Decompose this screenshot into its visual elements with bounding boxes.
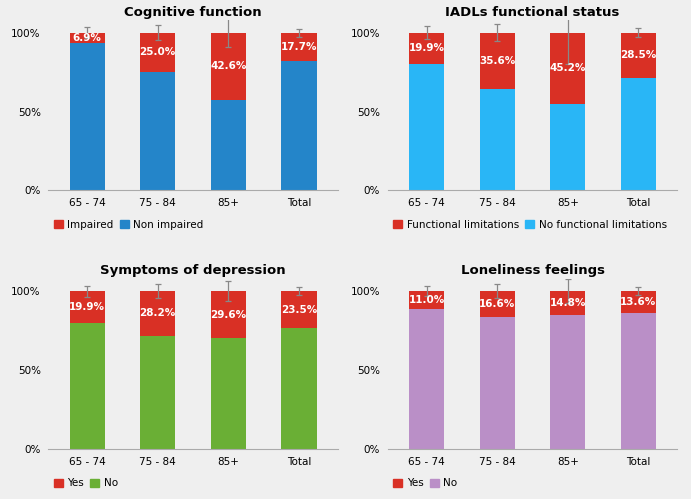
Bar bbox=[211, 100, 246, 191]
Bar bbox=[281, 291, 316, 328]
Bar bbox=[281, 60, 316, 191]
Bar bbox=[211, 338, 246, 449]
Bar bbox=[480, 32, 515, 89]
Text: 28.2%: 28.2% bbox=[140, 308, 176, 318]
Bar bbox=[621, 313, 656, 449]
Text: 16.6%: 16.6% bbox=[479, 299, 515, 309]
Bar bbox=[409, 308, 444, 449]
Text: 45.2%: 45.2% bbox=[549, 63, 586, 73]
Text: 28.5%: 28.5% bbox=[621, 50, 656, 60]
Bar bbox=[140, 291, 176, 336]
Bar bbox=[621, 77, 656, 191]
Bar bbox=[140, 72, 176, 191]
Text: 19.9%: 19.9% bbox=[408, 43, 445, 53]
Text: 14.8%: 14.8% bbox=[549, 298, 586, 308]
Bar bbox=[621, 291, 656, 313]
Bar bbox=[140, 336, 176, 449]
Bar bbox=[480, 89, 515, 191]
Bar bbox=[70, 323, 105, 449]
Title: Cognitive function: Cognitive function bbox=[124, 6, 262, 19]
Bar bbox=[281, 32, 316, 60]
Text: 23.5%: 23.5% bbox=[281, 305, 317, 315]
Text: 25.0%: 25.0% bbox=[140, 47, 176, 57]
Bar bbox=[211, 291, 246, 338]
Text: 29.6%: 29.6% bbox=[210, 309, 247, 319]
Bar bbox=[70, 43, 105, 191]
Legend: Yes, No: Yes, No bbox=[54, 478, 117, 488]
Title: Symptoms of depression: Symptoms of depression bbox=[100, 264, 286, 277]
Title: IADLs functional status: IADLs functional status bbox=[445, 6, 620, 19]
Bar bbox=[281, 328, 316, 449]
Bar bbox=[70, 32, 105, 43]
Bar bbox=[550, 291, 585, 314]
Bar bbox=[550, 32, 585, 104]
Text: 11.0%: 11.0% bbox=[408, 295, 445, 305]
Legend: Yes, No: Yes, No bbox=[393, 478, 457, 488]
Bar bbox=[550, 314, 585, 449]
Legend: Functional limitations, No functional limitations: Functional limitations, No functional li… bbox=[393, 220, 667, 230]
Text: 19.9%: 19.9% bbox=[69, 302, 105, 312]
Bar bbox=[211, 32, 246, 100]
Bar bbox=[409, 32, 444, 64]
Bar bbox=[70, 291, 105, 323]
Bar bbox=[480, 317, 515, 449]
Text: 42.6%: 42.6% bbox=[210, 61, 247, 71]
Bar bbox=[140, 32, 176, 72]
Bar bbox=[621, 32, 656, 77]
Legend: Impaired, Non impaired: Impaired, Non impaired bbox=[54, 220, 203, 230]
Text: 13.6%: 13.6% bbox=[621, 297, 656, 307]
Text: 17.7%: 17.7% bbox=[281, 41, 317, 51]
Title: Loneliness feelings: Loneliness feelings bbox=[460, 264, 605, 277]
Text: 35.6%: 35.6% bbox=[479, 56, 515, 66]
Text: 6.9%: 6.9% bbox=[73, 33, 102, 43]
Bar bbox=[409, 291, 444, 308]
Bar bbox=[550, 104, 585, 191]
Bar bbox=[480, 291, 515, 317]
Bar bbox=[409, 64, 444, 191]
